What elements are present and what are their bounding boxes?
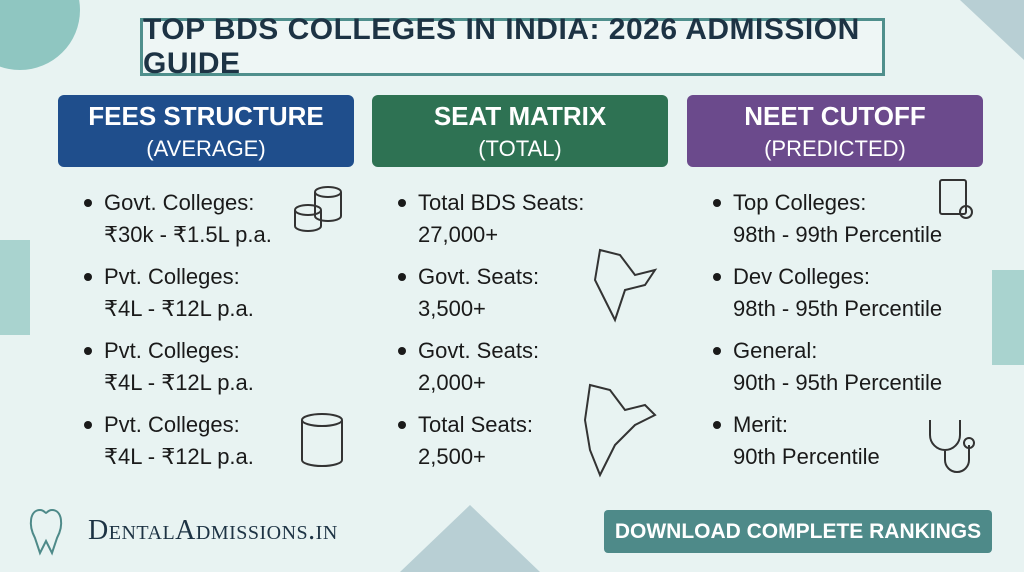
column-header: NEET CUTOFF (PREDICTED) — [687, 95, 983, 167]
item-label: General: — [733, 338, 818, 363]
item-value: 90th Percentile — [733, 444, 880, 469]
item-label: Pvt. Colleges: — [104, 412, 240, 437]
title: TOP BDS COLLEGES IN INDIA: 2026 ADMISSIO… — [143, 13, 860, 80]
item-list: Total BDS Seats: 27,000+ Govt. Seats: 3,50… — [372, 187, 668, 483]
item: Govt. Colleges: ₹30k - ₹1.5L p.a. — [84, 187, 354, 261]
item-label: Govt. Seats: — [418, 264, 540, 289]
side-shape — [0, 240, 30, 335]
column-header: FEES STRUCTURE (AVERAGE) — [58, 95, 354, 167]
item: Top Colleges: 98th - 99th Percentile — [713, 187, 983, 261]
item-value: ₹4L - ₹12L p.a. — [104, 444, 254, 469]
item: Total Seats: 2,500+ — [398, 409, 668, 483]
item-value: 90th - 95th Percentile — [733, 370, 943, 395]
column-header: SEAT MATRIX (TOTAL) — [372, 95, 668, 167]
item-value: 2,000+ — [418, 370, 486, 395]
item: Pvt. Colleges: ₹4L - ₹12L p.a. — [84, 261, 354, 335]
item: Merit: 90th Percentile — [713, 409, 983, 483]
column-title: NEET CUTOFF — [744, 100, 926, 131]
item-label: Govt. Colleges: — [104, 190, 255, 215]
column-subtitle: (AVERAGE) — [146, 135, 266, 161]
item-value: ₹4L - ₹12L p.a. — [104, 370, 254, 395]
item-value: 3,500+ — [418, 296, 486, 321]
item-label: Govt. Seats: — [418, 338, 540, 363]
item-value: 98th - 95th Percentile — [733, 296, 943, 321]
column-title: FEES STRUCTURE — [88, 100, 324, 131]
column: FEES STRUCTURE (AVERAGE) Govt. Colleges:… — [58, 95, 354, 483]
corner-shape — [960, 0, 1024, 60]
side-shape — [992, 270, 1024, 365]
item-label: Top Colleges: — [733, 190, 867, 215]
item: General: 90th - 95th Percentile — [713, 335, 983, 409]
item-label: Pvt. Colleges: — [104, 338, 240, 363]
item: Total BDS Seats: 27,000+ — [398, 187, 668, 261]
icons — [29, 179, 975, 556]
download-button[interactable]: DOWNLOAD COMPLETE RANKINGS — [604, 510, 992, 553]
item-value: 98th - 99th Percentile — [733, 222, 943, 247]
item-list: Top Colleges: 98th - 99th Percentile Dev … — [687, 187, 983, 483]
column-subtitle: (PREDICTED) — [764, 135, 906, 161]
column: NEET CUTOFF (PREDICTED) Top Colleges: 98t… — [687, 95, 983, 483]
item-label: Total BDS Seats: — [418, 190, 585, 215]
item-value: ₹30k - ₹1.5L p.a. — [104, 222, 272, 247]
item: Pvt. Colleges: ₹4L - ₹12L p.a. — [84, 335, 354, 409]
item: Pvt. Colleges: ₹4L - ₹12L p.a. — [84, 409, 354, 483]
logo-text: DentalAdmissions.in — [88, 515, 338, 546]
column: SEAT MATRIX (TOTAL) Total BDS Seats: 27,0… — [372, 95, 668, 483]
bottom-shape — [400, 505, 540, 572]
item-list: Govt. Colleges: ₹30k - ₹1.5L p.a. Pvt. Co… — [58, 187, 354, 483]
item-label: Merit: — [733, 412, 788, 437]
item-value: ₹4L - ₹12L p.a. — [104, 296, 254, 321]
item: Dev Colleges: 98th - 95th Percentile — [713, 261, 983, 335]
item-value: 27,000+ — [418, 222, 499, 247]
item: Govt. Seats: 3,500+ — [398, 261, 668, 335]
item-label: Dev Colleges: — [733, 264, 870, 289]
corner-circle — [0, 0, 80, 70]
item-label: Total Seats: — [418, 412, 533, 437]
title-banner: TOP BDS COLLEGES IN INDIA: 2026 ADMISSIO… — [140, 13, 885, 80]
item-label: Pvt. Colleges: — [104, 264, 240, 289]
item-value: 2,500+ — [418, 444, 486, 469]
column-subtitle: (TOTAL) — [478, 135, 562, 161]
item: Govt. Seats: 2,000+ — [398, 335, 668, 409]
column-title: SEAT MATRIX — [433, 100, 607, 131]
